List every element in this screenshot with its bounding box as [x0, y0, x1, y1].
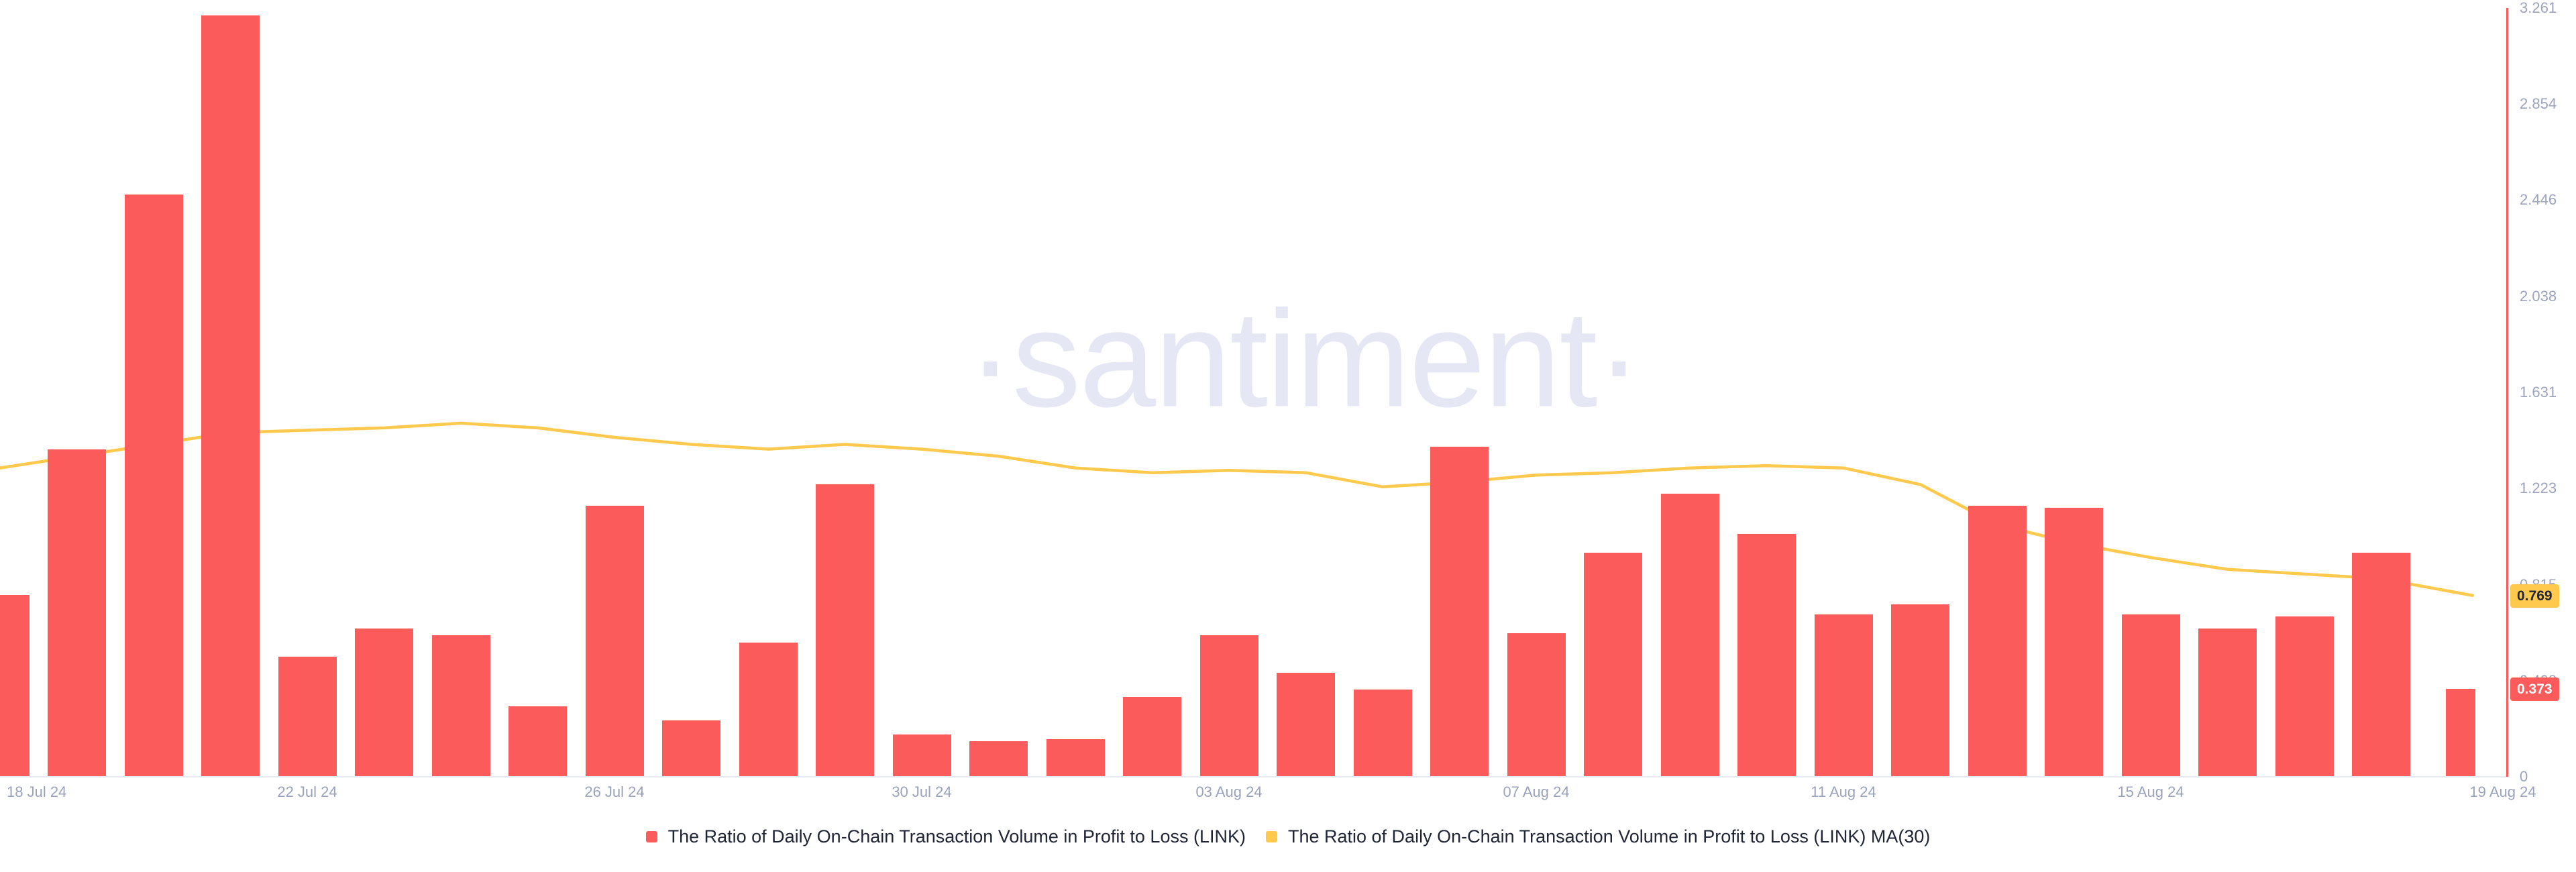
bar-18-Jul-24[interactable]: [0, 595, 30, 777]
y-tick-label-1.631: 1.631: [2520, 383, 2557, 400]
yellow-square-icon: [1265, 831, 1277, 842]
bar-06-Aug-24[interactable]: [1430, 447, 1489, 777]
bar-26-Jul-24[interactable]: [585, 505, 644, 777]
bar-15-Aug-24[interactable]: [2121, 614, 2180, 777]
bar-07-Aug-24[interactable]: [1507, 633, 1566, 777]
bar-30-Jul-24[interactable]: [892, 734, 951, 777]
x-tick-label-30-Jul-24: 30 Jul 24: [892, 783, 952, 800]
x-tick-label-26-Jul-24: 26 Jul 24: [584, 783, 645, 800]
y-tick-label-2.854: 2.854: [2520, 95, 2557, 113]
x-tick-label-15-Aug-24: 15 Aug 24: [2117, 783, 2184, 800]
x-tick-label-11-Aug-24: 11 Aug 24: [1811, 783, 1876, 800]
bar-19-Aug-24[interactable]: [2446, 688, 2475, 777]
bar-25-Jul-24[interactable]: [508, 706, 567, 777]
bar-20-Jul-24[interactable]: [124, 195, 183, 777]
y-tick-label-2.038: 2.038: [2520, 287, 2557, 305]
bar-28-Jul-24[interactable]: [739, 642, 798, 777]
ma-last-value-badge: 0.769: [2510, 584, 2559, 608]
y-tick-label-0: 0: [2520, 768, 2528, 785]
bar-13-Aug-24[interactable]: [1968, 505, 2027, 777]
bar-last-value-badge: 0.373: [2510, 677, 2559, 701]
bar-01-Aug-24[interactable]: [1046, 739, 1105, 777]
bar-22-Jul-24[interactable]: [278, 656, 337, 777]
bar-11-Aug-24[interactable]: [1814, 614, 1873, 777]
bar-02-Aug-24[interactable]: [1123, 696, 1181, 777]
x-tick-label-18-Jul-24: 18 Jul 24: [7, 783, 67, 800]
bar-18-Aug-24[interactable]: [2352, 553, 2410, 777]
bar-29-Jul-24[interactable]: [816, 484, 874, 777]
bar-17-Aug-24[interactable]: [2275, 616, 2334, 777]
bar-21-Jul-24[interactable]: [201, 15, 260, 777]
bar-24-Jul-24[interactable]: [431, 635, 490, 777]
bar-31-Jul-24[interactable]: [969, 741, 1028, 777]
bar-08-Aug-24[interactable]: [1584, 553, 1642, 777]
red-square-icon: [645, 831, 657, 842]
y-tick-label-2.446: 2.446: [2520, 191, 2557, 209]
bar-19-Jul-24[interactable]: [48, 449, 106, 777]
bar-09-Aug-24[interactable]: [1660, 494, 1719, 777]
x-tick-label-03-Aug-24: 03 Aug 24: [1195, 783, 1263, 800]
bar-10-Aug-24[interactable]: [1737, 534, 1796, 777]
bar-14-Aug-24[interactable]: [2045, 508, 2103, 777]
watermark: ·santiment·: [967, 282, 1642, 436]
legend-item-ma[interactable]: The Ratio of Daily On-Chain Transaction …: [1265, 826, 1931, 847]
legend-item-bars[interactable]: The Ratio of Daily On-Chain Transaction …: [645, 826, 1246, 847]
legend: The Ratio of Daily On-Chain Transaction …: [0, 826, 2576, 847]
bar-03-Aug-24[interactable]: [1199, 635, 1258, 777]
bar-05-Aug-24[interactable]: [1353, 689, 1412, 777]
x-axis-line: [0, 776, 2508, 777]
x-tick-label-19-Aug-24: 19 Aug 24: [2469, 783, 2536, 800]
x-tick-label-07-Aug-24: 07 Aug 24: [1503, 783, 1570, 800]
x-tick-label-22-Jul-24: 22 Jul 24: [277, 783, 337, 800]
legend-label-ma: The Ratio of Daily On-Chain Transaction …: [1287, 826, 1931, 847]
bar-23-Jul-24[interactable]: [355, 628, 413, 777]
legend-label-bars: The Ratio of Daily On-Chain Transaction …: [667, 826, 1246, 847]
bar-27-Jul-24[interactable]: [662, 720, 720, 777]
y-tick-label-1.223: 1.223: [2520, 480, 2557, 497]
bar-12-Aug-24[interactable]: [1891, 604, 1949, 777]
bar-16-Aug-24[interactable]: [2198, 628, 2257, 777]
y-axis-line: [2506, 8, 2508, 777]
bar-04-Aug-24[interactable]: [1277, 673, 1335, 777]
y-tick-label-3.261: 3.261: [2520, 0, 2557, 17]
